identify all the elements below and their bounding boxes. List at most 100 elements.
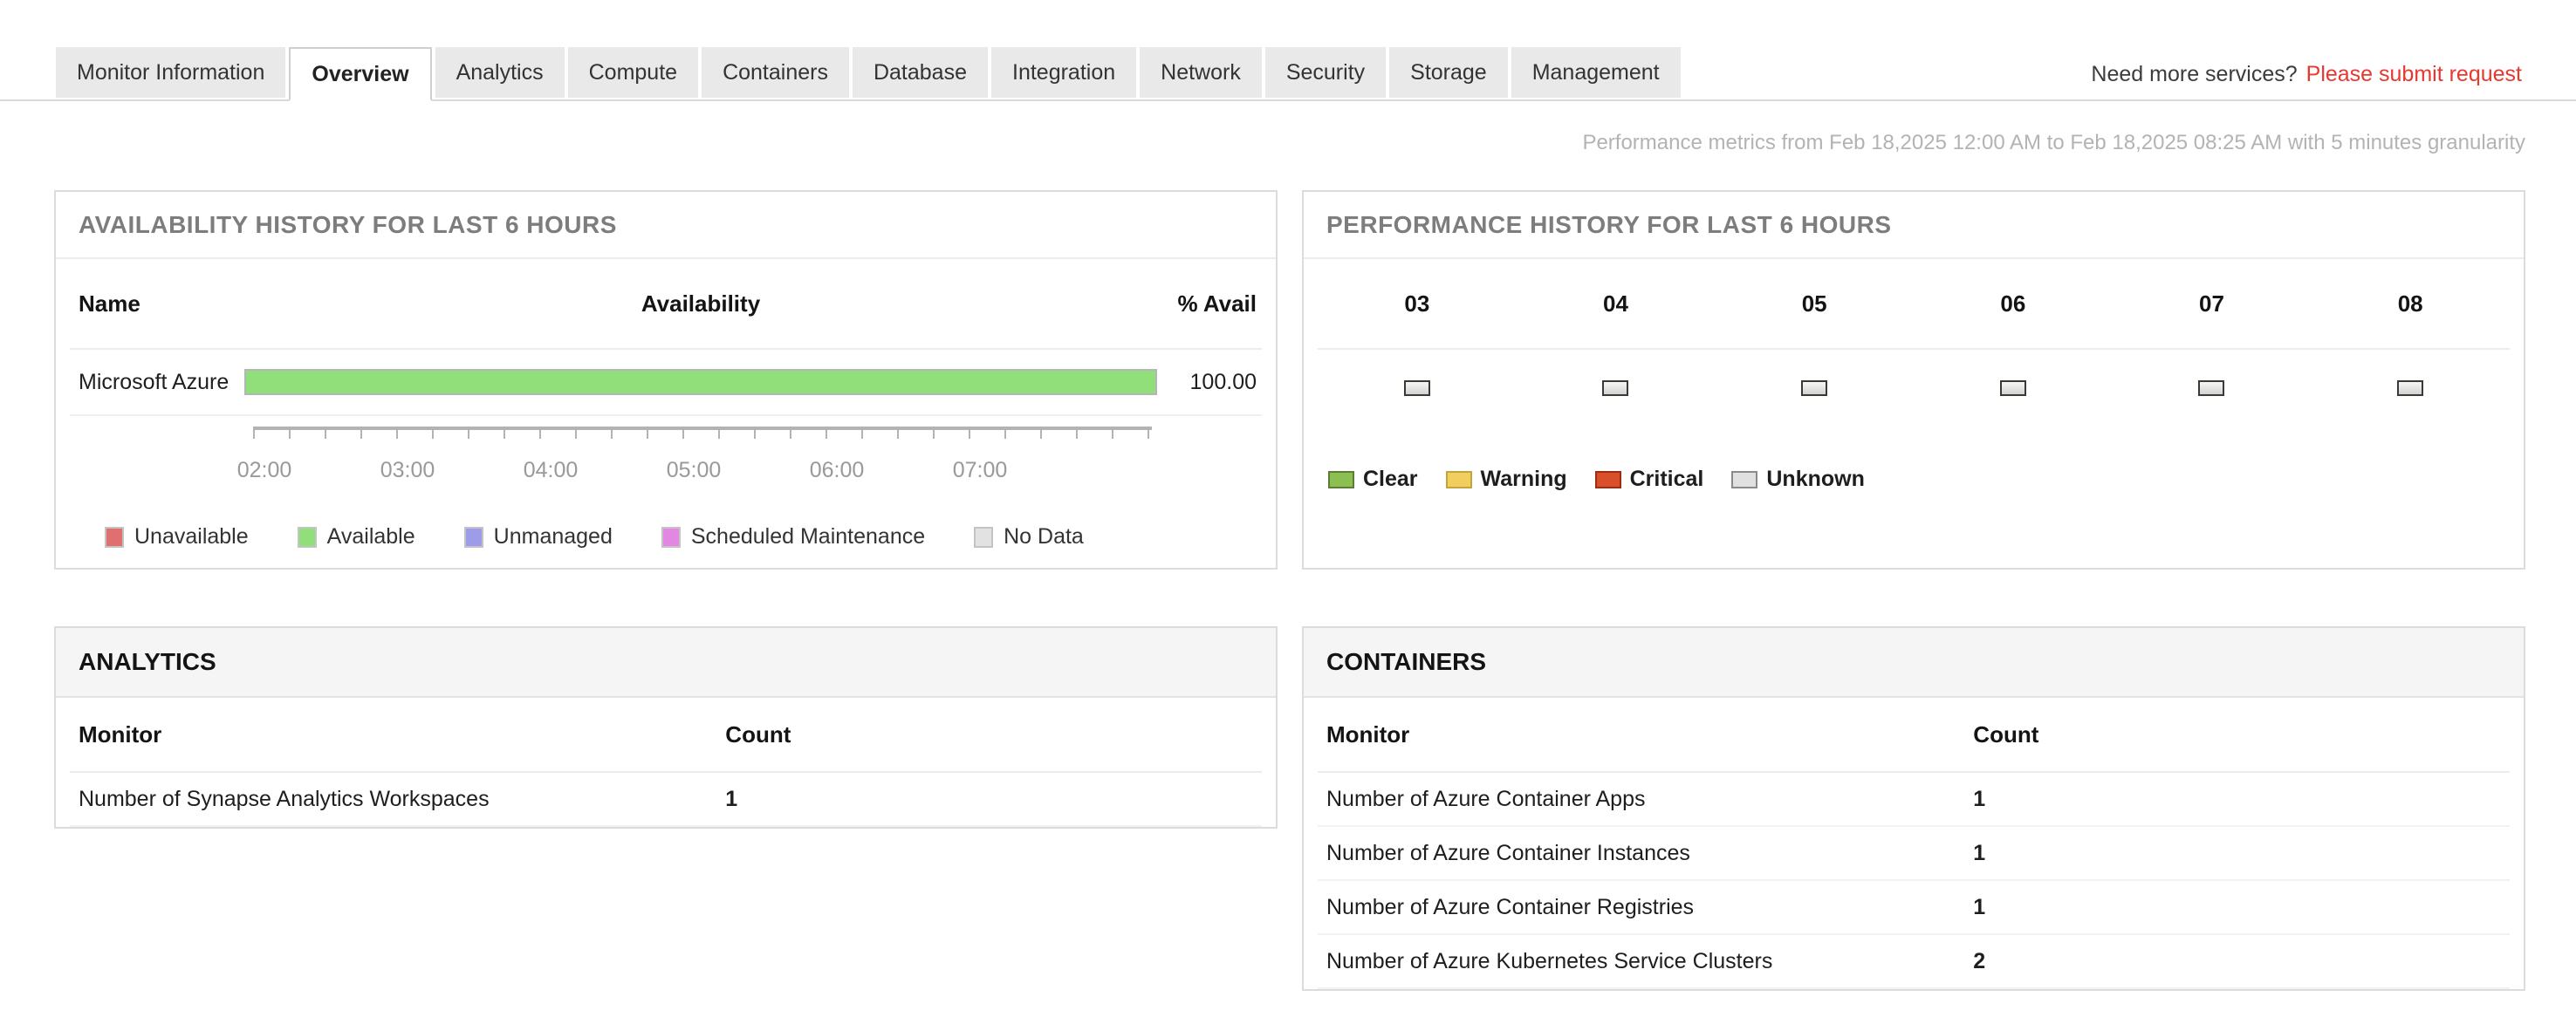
legend-label: Unknown: [1766, 467, 1865, 491]
axis-label-0300: 03:00: [380, 458, 435, 482]
performance-status-row: [1318, 350, 2510, 427]
availability-bar-track: [244, 369, 1157, 395]
axis-label-0200: 02:00: [236, 458, 292, 482]
containers-table: Monitor Count Number of Azure Container …: [1304, 698, 2524, 989]
no-data-swatch-icon: [974, 526, 994, 548]
status-box-hour-08[interactable]: [2397, 380, 2424, 396]
critical-swatch-icon: [1594, 470, 1621, 488]
col-header-monitor: Monitor: [1326, 720, 1410, 748]
need-more-services: Need more services? Please submit reques…: [2091, 49, 2522, 99]
legend-label: Critical: [1629, 467, 1704, 491]
performance-history-panel: PERFORMANCE HISTORY FOR LAST 6 HOURS 03 …: [1302, 190, 2525, 570]
axis-label-0500: 05:00: [666, 458, 722, 482]
availability-percent-value: 100.00: [1189, 369, 1257, 394]
tab-database[interactable]: Database: [852, 47, 988, 98]
analytics-table: Monitor Count Number of Synapse Analytic…: [56, 698, 1276, 827]
tab-analytics[interactable]: Analytics: [435, 47, 565, 98]
availability-table-header: Name Availability % Avail: [70, 259, 1262, 350]
table-row: Number of Azure Container Instances 1: [1318, 827, 2510, 881]
legend-label: Scheduled Maintenance: [690, 524, 926, 549]
performance-legend: Clear Warning Critical Unknown: [1328, 467, 2524, 492]
tab-containers[interactable]: Containers: [702, 47, 849, 98]
availability-panel-title: AVAILABILITY HISTORY FOR LAST 6 HOURS: [56, 192, 1276, 259]
availability-legend: Unavailable Available Unmanaged Schedule…: [105, 524, 1262, 550]
analytics-table-header: Monitor Count: [70, 698, 1262, 773]
hour-label: 08: [2397, 290, 2423, 317]
tab-network[interactable]: Network: [1140, 47, 1262, 98]
tab-monitor-information[interactable]: Monitor Information: [56, 47, 286, 98]
available-swatch-icon: [297, 526, 317, 548]
tab-management[interactable]: Management: [1511, 47, 1681, 98]
time-axis-ticks: [253, 427, 1152, 439]
table-row: Number of Azure Kubernetes Service Clust…: [1318, 935, 2510, 989]
hour-label: 03: [1404, 290, 1430, 317]
legend-item-scheduled-maintenance: Scheduled Maintenance: [661, 524, 925, 550]
warning-swatch-icon: [1445, 470, 1472, 488]
scheduled-maintenance-swatch-icon: [661, 526, 681, 548]
availability-bar[interactable]: [244, 369, 1157, 395]
performance-panel-title: PERFORMANCE HISTORY FOR LAST 6 HOURS: [1304, 192, 2524, 259]
legend-item-unknown: Unknown: [1731, 467, 1865, 492]
tab-storage[interactable]: Storage: [1389, 47, 1508, 98]
performance-hours-header: 03 04 05 06 07 08: [1318, 259, 2510, 350]
count-value: 1: [1973, 786, 1986, 811]
tab-integration[interactable]: Integration: [991, 47, 1137, 98]
legend-label: Unavailable: [134, 524, 249, 549]
unavailable-swatch-icon: [105, 526, 124, 548]
unknown-swatch-icon: [1731, 470, 1758, 488]
tab-bar: Monitor Information Overview Analytics C…: [0, 47, 2576, 101]
hour-label: 05: [1801, 290, 1827, 317]
legend-label: No Data: [1004, 524, 1084, 549]
monitor-name[interactable]: Microsoft Azure: [79, 369, 230, 394]
count-value: 1: [1973, 840, 1986, 865]
col-header-count: Count: [725, 720, 791, 748]
table-row: Number of Synapse Analytics Workspaces 1: [70, 773, 1262, 827]
containers-panel-title: CONTAINERS: [1304, 628, 2524, 698]
count-value: 2: [1973, 948, 1986, 973]
legend-item-unavailable: Unavailable: [105, 524, 249, 550]
legend-item-available: Available: [297, 524, 415, 550]
availability-history-panel: AVAILABILITY HISTORY FOR LAST 6 HOURS Na…: [54, 190, 1278, 570]
submit-request-link[interactable]: Please submit request: [2305, 61, 2522, 86]
hour-label: 06: [2000, 290, 2026, 317]
monitor-link[interactable]: Number of Azure Container Apps: [1326, 786, 1646, 811]
axis-label-0400: 04:00: [523, 458, 579, 482]
status-box-hour-04[interactable]: [1602, 380, 1629, 396]
analytics-panel: ANALYTICS Monitor Count Number of Synaps…: [54, 626, 1278, 829]
legend-item-no-data: No Data: [974, 524, 1084, 550]
legend-label: Warning: [1480, 467, 1567, 491]
status-box-hour-06[interactable]: [1999, 380, 2026, 396]
monitor-link[interactable]: Number of Azure Container Instances: [1326, 840, 1690, 865]
containers-panel: CONTAINERS Monitor Count Number of Azure…: [1302, 626, 2525, 991]
count-value: 1: [725, 786, 738, 811]
metrics-range-subtitle: Performance metrics from Feb 18,2025 12:…: [1582, 131, 2525, 154]
tab-list: Monitor Information Overview Analytics C…: [56, 47, 1681, 101]
tab-overview[interactable]: Overview: [289, 47, 432, 101]
monitor-link[interactable]: Number of Azure Kubernetes Service Clust…: [1326, 948, 1773, 973]
containers-table-header: Monitor Count: [1318, 698, 2510, 773]
legend-label: Clear: [1363, 467, 1418, 491]
table-row: Number of Azure Container Apps 1: [1318, 773, 2510, 827]
monitor-link[interactable]: Number of Synapse Analytics Workspaces: [79, 786, 490, 811]
status-box-hour-07[interactable]: [2198, 380, 2225, 396]
tab-security[interactable]: Security: [1264, 47, 1387, 98]
col-header-monitor: Monitor: [79, 720, 162, 748]
status-box-hour-03[interactable]: [1403, 380, 1430, 396]
status-box-hour-05[interactable]: [1801, 380, 1828, 396]
legend-item-critical: Critical: [1594, 467, 1704, 492]
axis-label-0600: 06:00: [809, 458, 865, 482]
count-value: 1: [1973, 894, 1986, 919]
hour-label: 04: [1603, 290, 1628, 317]
col-header-availability: Availability: [641, 290, 761, 317]
legend-label: Available: [326, 524, 415, 549]
col-header-pct-avail: % Avail: [1177, 290, 1257, 317]
hour-label: 07: [2199, 290, 2224, 317]
time-axis: 02:00 03:00 04:00 05:00 06:00 07:00: [237, 427, 1152, 502]
tab-compute[interactable]: Compute: [567, 47, 699, 98]
unmanaged-swatch-icon: [463, 526, 483, 548]
legend-label: Unmanaged: [493, 524, 613, 549]
table-row: Number of Azure Container Registries 1: [1318, 881, 2510, 935]
availability-row-microsoft-azure: Microsoft Azure 100.00: [70, 350, 1262, 416]
legend-item-warning: Warning: [1445, 467, 1567, 492]
monitor-link[interactable]: Number of Azure Container Registries: [1326, 894, 1695, 919]
